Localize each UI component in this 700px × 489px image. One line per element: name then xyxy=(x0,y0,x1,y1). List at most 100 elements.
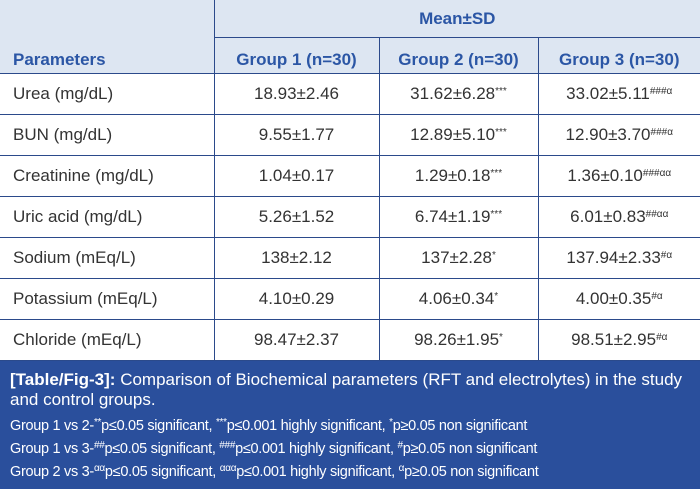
cell-value: 6.74±1.19 xyxy=(414,207,491,226)
header-parameters: Parameters xyxy=(0,0,215,74)
group-2-cell: 137±2.28* xyxy=(378,237,539,279)
note-text: p≤0.001 highly significant, xyxy=(226,418,390,434)
note-text: Group 1 vs 2- xyxy=(10,418,94,434)
group-3-cell: 1.36±0.10###αα xyxy=(537,155,700,197)
cell-value: Uric acid (mg/dL) xyxy=(13,207,143,226)
cell-value: 98.26±1.95 xyxy=(414,330,500,349)
cell-value: BUN (mg/dL) xyxy=(13,125,113,144)
parameter-cell: Uric acid (mg/dL) xyxy=(0,196,215,238)
caption-text: Comparison of Biochemical parameters (RF… xyxy=(10,370,683,409)
group-2-cell: 6.74±1.19*** xyxy=(378,196,539,238)
group-3-cell: 137.94±2.33#α xyxy=(537,237,700,279)
significance-marker: ### xyxy=(219,440,236,451)
parameter-cell: Creatinine (mg/dL) xyxy=(0,155,215,197)
header-group-1: Group 1 (n=30) xyxy=(214,37,380,74)
group-1-cell: 9.55±1.77 xyxy=(213,114,380,156)
group-1-cell: 5.26±1.52 xyxy=(213,196,380,238)
cell-value: 1.36±0.10 xyxy=(567,166,643,185)
table-row: Chloride (mEq/L) 98.47±2.37 98.26±1.95* 98.… xyxy=(0,319,700,361)
significance-marker: ** xyxy=(93,417,102,428)
parameter-cell: Sodium (mEq/L) xyxy=(0,237,215,279)
group-1-cell: 4.10±0.29 xyxy=(213,278,380,320)
table-row: Sodium (mEq/L) 138±2.12 137±2.28* 137.94±2.… xyxy=(0,237,700,279)
cell-value: Creatinine (mg/dL) xyxy=(13,166,154,185)
significance-marker: * xyxy=(494,291,499,302)
note-text: p≤0.05 significant, xyxy=(101,418,216,434)
cell-value: 33.02±5.11 xyxy=(566,84,650,103)
note-text: p≥0.05 non significant xyxy=(404,464,539,480)
caption-note: Group 2 vs 3-ααp≤0.05 significant, αααp≤… xyxy=(10,461,690,484)
group-2-cell: 12.89±5.10*** xyxy=(378,114,539,156)
significance-marker: #α xyxy=(660,250,673,261)
cell-value: 98.47±2.37 xyxy=(254,330,339,349)
cell-value: 4.00±0.35 xyxy=(575,289,652,308)
significance-marker: # xyxy=(397,440,403,451)
parameter-cell: BUN (mg/dL) xyxy=(0,114,215,156)
significance-marker: ααα xyxy=(219,463,237,474)
cell-value: Chloride (mEq/L) xyxy=(13,330,142,349)
cell-value: 4.10±0.29 xyxy=(258,289,335,308)
cell-value: 4.06±0.34 xyxy=(418,289,495,308)
significance-marker: ###α xyxy=(650,127,673,138)
note-text: p≤0.001 highly significant, xyxy=(236,464,399,480)
significance-marker: * xyxy=(389,417,393,428)
table-row: Uric acid (mg/dL) 5.26±1.52 6.74±1.19*** 6.… xyxy=(0,196,700,238)
parameter-cell: Potassium (mEq/L) xyxy=(0,278,215,320)
parameter-cell: Chloride (mEq/L) xyxy=(0,319,215,361)
significance-marker: α xyxy=(398,463,405,474)
cell-value: 137.94±2.33 xyxy=(566,248,661,267)
significance-marker: *** xyxy=(490,168,503,179)
significance-marker: ###αα xyxy=(642,168,672,179)
group-3-cell: 4.00±0.35#α xyxy=(537,278,700,320)
note-text: p≥0.05 non significant xyxy=(392,418,528,434)
cell-value: 1.29±0.18 xyxy=(414,166,491,185)
cell-value: 9.55±1.77 xyxy=(258,125,335,144)
cell-value: 5.26±1.52 xyxy=(258,207,335,226)
note-text: p≤0.05 significant, xyxy=(104,464,220,480)
table-caption: [Table/Fig-3]: Comparison of Biochemical… xyxy=(0,361,700,489)
group-2-cell: 31.62±6.28*** xyxy=(378,73,539,115)
table-row: BUN (mg/dL) 9.55±1.77 12.89±5.10*** 12.90±3… xyxy=(0,114,700,156)
cell-value: 137±2.28 xyxy=(421,248,492,267)
cell-value: 12.89±5.10 xyxy=(410,125,496,144)
group-1-cell: 98.47±2.37 xyxy=(213,319,380,361)
cell-value: 98.51±2.95 xyxy=(571,330,657,349)
cell-value: 18.93±2.46 xyxy=(254,84,339,103)
significance-marker: #α xyxy=(651,291,663,302)
caption-note: Group 1 vs 2-**p≤0.05 significant, ***p≤… xyxy=(10,415,690,438)
group-2-cell: 98.26±1.95* xyxy=(378,319,539,361)
significance-marker: * xyxy=(499,332,503,343)
significance-marker: ##αα xyxy=(645,209,669,220)
group-2-cell: 4.06±0.34* xyxy=(378,278,539,320)
table-row: Potassium (mEq/L) 4.10±0.29 4.06±0.34* 4.00… xyxy=(0,278,700,320)
group-3-cell: 33.02±5.11###α xyxy=(537,73,700,115)
cell-value: Urea (mg/dL) xyxy=(13,84,114,103)
note-text: p≤0.001 highly significant, xyxy=(235,441,398,457)
table-row: Creatinine (mg/dL) 1.04±0.17 1.29±0.18*** 1… xyxy=(0,155,700,197)
cell-value: 31.62±6.28 xyxy=(410,84,496,103)
group-1-cell: 138±2.12 xyxy=(213,237,380,279)
note-text: p≤0.05 significant, xyxy=(104,441,220,457)
significance-marker: * xyxy=(491,250,496,261)
biochemical-parameters-table: Parameters Mean±SD Group 1 (n=30) Group … xyxy=(0,0,700,361)
group-3-cell: 6.01±0.83##αα xyxy=(537,196,700,238)
cell-value: 1.04±0.17 xyxy=(258,166,335,185)
cell-value: 12.90±3.70 xyxy=(565,125,651,144)
note-text: Group 1 vs 3- xyxy=(10,441,94,457)
group-2-cell: 1.29±0.18*** xyxy=(378,155,539,197)
caption-label: [Table/Fig-3]: xyxy=(10,370,116,389)
significance-marker: *** xyxy=(495,127,507,138)
significance-marker: ## xyxy=(93,440,105,451)
table-row: Urea (mg/dL) 18.93±2.46 31.62±6.28*** 33.02… xyxy=(0,73,700,115)
cell-value: 138±2.12 xyxy=(261,248,332,267)
note-text: Group 2 vs 3- xyxy=(10,464,94,480)
cell-value: 6.01±0.83 xyxy=(570,207,646,226)
group-1-cell: 1.04±0.17 xyxy=(213,155,380,197)
parameter-cell: Urea (mg/dL) xyxy=(0,73,215,115)
note-text: p≥0.05 non significant xyxy=(402,441,538,457)
caption-note: Group 1 vs 3-##p≤0.05 significant, ###p≤… xyxy=(10,438,690,461)
group-1-cell: 18.93±2.46 xyxy=(213,73,380,115)
significance-marker: *** xyxy=(215,417,227,428)
group-3-cell: 12.90±3.70###α xyxy=(537,114,700,156)
significance-marker: ###α xyxy=(649,86,673,97)
